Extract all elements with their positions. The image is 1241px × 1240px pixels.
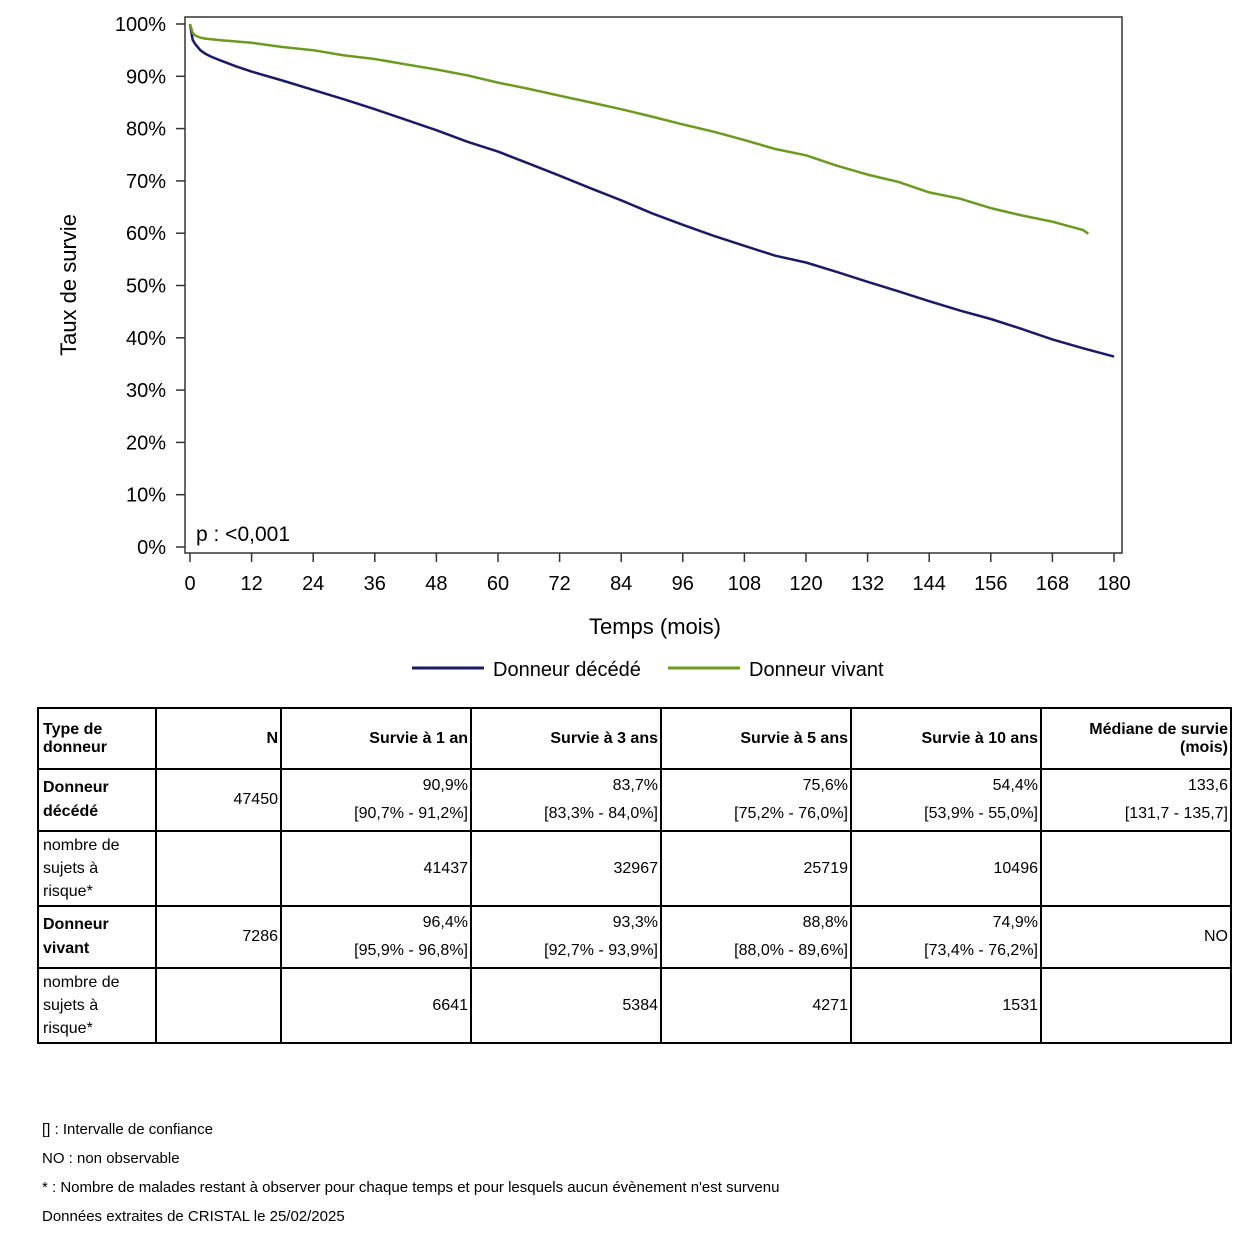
row-label-donneur-decede: Donneur décédé [37, 768, 157, 832]
legend-label-donneur-vivant: Donneur vivant [749, 659, 884, 681]
footnotes: [] : Intervalle de confiance NO : non ob… [42, 1120, 779, 1236]
y-tick-label: 30% [126, 380, 166, 402]
legend-label-donneur-decede: Donneur décédé [493, 659, 641, 681]
plot-frame [184, 16, 1123, 554]
table-header-row: Type de donneur N Survie à 1 an Survie à… [37, 707, 1232, 770]
cell-mediane: NO [1040, 905, 1232, 969]
x-tick-label: 12 [240, 573, 262, 595]
p-value-annotation: p : <0,001 [196, 523, 290, 546]
cell-empty [1040, 967, 1232, 1044]
x-tick-label: 36 [364, 573, 386, 595]
table-row-risk-donneur-vivant: nombre de sujets à risque* 6641 5384 4271 … [37, 967, 1232, 1044]
cell-survie-1-an: 96,4% [95,9% - 96,8%] [280, 905, 472, 969]
y-tick-label: 100% [115, 14, 166, 36]
row-label-risk: nombre de sujets à risque* [37, 830, 157, 907]
x-tick-label: 96 [672, 573, 694, 595]
cell-empty [155, 830, 282, 907]
cell-risk-10-ans: 1531 [850, 967, 1042, 1044]
survival-chart: 0% 10% 20% 30% 40% 50% 60% 70% 80% 90% 100% 0 12 24 3… [56, 14, 1131, 681]
y-tick-label: 50% [126, 276, 166, 298]
header-survie-1-an: Survie à 1 an [280, 707, 472, 770]
cell-n: 7286 [155, 905, 282, 969]
cell-survie-5-ans: 75,6% [75,2% - 76,0%] [660, 768, 852, 832]
x-tick-label: 48 [425, 573, 447, 595]
legend: Donneur décédé Donneur vivant [412, 659, 884, 681]
x-tick-label: 156 [974, 573, 1007, 595]
cell-survie-3-ans: 93,3% [92,7% - 93,9%] [470, 905, 662, 969]
footnote-ci: [] : Intervalle de confiance [42, 1121, 213, 1138]
cell-survie-10-ans: 54,4% [53,9% - 55,0%] [850, 768, 1042, 832]
y-tick-label: 10% [126, 485, 166, 507]
x-tick-label: 84 [610, 573, 632, 595]
x-axis-label: Temps (mois) [589, 614, 721, 639]
x-tick-label: 0 [184, 573, 195, 595]
footnote-risk: * : Nombre de malades restant à observer… [42, 1179, 780, 1196]
series-line-donneur-vivant [188, 23, 1090, 235]
cell-survie-10-ans: 74,9% [73,4% - 76,2%] [850, 905, 1042, 969]
cell-empty [1040, 830, 1232, 907]
header-n: N [155, 707, 282, 770]
x-tick-label: 120 [789, 573, 822, 595]
y-tick-label: 0% [137, 537, 166, 559]
header-type-donneur: Type de donneur [37, 707, 157, 770]
y-tick-label: 20% [126, 432, 166, 454]
header-survie-5-ans: Survie à 5 ans [660, 707, 852, 770]
x-tick-label: 24 [302, 573, 324, 595]
table-row-donneur-vivant: Donneur vivant 7286 96,4% [95,9% - 96,8%] … [37, 905, 1232, 969]
table-row-donneur-decede: Donneur décédé 47450 90,9% [90,7% - 91,2%]… [37, 768, 1232, 832]
footnote-no: NO : non observable [42, 1150, 180, 1167]
x-tick-label: 132 [851, 573, 884, 595]
x-tick-label: 144 [913, 573, 946, 595]
cell-survie-3-ans: 83,7% [83,3% - 84,0%] [470, 768, 662, 832]
table-row-risk-donneur-decede: nombre de sujets à risque* 41437 32967 257… [37, 830, 1232, 907]
series-line-donneur-decede [188, 23, 1115, 358]
cell-survie-5-ans: 88,8% [88,0% - 89,6%] [660, 905, 852, 969]
header-survie-10-ans: Survie à 10 ans [850, 707, 1042, 770]
x-axis: 0 12 24 36 48 60 72 84 96 108 120 132 144 156 168 180 [184, 553, 1131, 595]
x-tick-label: 108 [728, 573, 761, 595]
y-axis: 0% 10% 20% 30% 40% 50% 60% 70% 80% 90% 100% [115, 14, 185, 559]
series-layer [188, 23, 1115, 358]
cell-risk-3-ans: 32967 [470, 830, 662, 907]
cell-risk-5-ans: 4271 [660, 967, 852, 1044]
header-survie-3-ans: Survie à 3 ans [470, 707, 662, 770]
cell-risk-10-ans: 10496 [850, 830, 1042, 907]
footnote-source: Données extraites de CRISTAL le 25/02/20… [42, 1208, 345, 1225]
cell-empty [155, 967, 282, 1044]
cell-n: 47450 [155, 768, 282, 832]
y-tick-label: 60% [126, 223, 166, 245]
cell-mediane: 133,6 [131,7 - 135,7] [1040, 768, 1232, 832]
y-axis-label: Taux de survie [56, 214, 81, 356]
cell-risk-5-ans: 25719 [660, 830, 852, 907]
header-mediane: Médiane de survie (mois) [1040, 707, 1232, 770]
y-tick-label: 90% [126, 66, 166, 88]
cell-risk-3-ans: 5384 [470, 967, 662, 1044]
x-tick-label: 168 [1036, 573, 1069, 595]
row-label-donneur-vivant: Donneur vivant [37, 905, 157, 969]
y-tick-label: 80% [126, 119, 166, 141]
cell-risk-1-an: 6641 [280, 967, 472, 1044]
x-tick-label: 60 [487, 573, 509, 595]
y-tick-label: 40% [126, 328, 166, 350]
cell-risk-1-an: 41437 [280, 830, 472, 907]
row-label-risk: nombre de sujets à risque* [37, 967, 157, 1044]
x-tick-label: 180 [1097, 573, 1130, 595]
x-tick-label: 72 [548, 573, 570, 595]
y-tick-label: 70% [126, 171, 166, 193]
cell-survie-1-an: 90,9% [90,7% - 91,2%] [280, 768, 472, 832]
survival-table: Type de donneur N Survie à 1 an Survie à… [37, 707, 1232, 1044]
